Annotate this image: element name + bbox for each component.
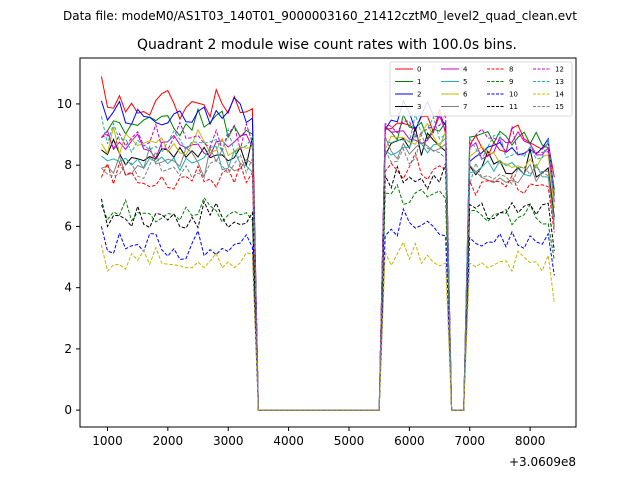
legend-label: 15 xyxy=(555,103,564,111)
legend-label: 11 xyxy=(509,103,518,111)
legend-label: 0 xyxy=(417,66,421,74)
x-tick-label: 6000 xyxy=(394,434,425,448)
y-tick-label: 4 xyxy=(64,281,72,295)
legend-label: 2 xyxy=(417,91,421,99)
series-line-15 xyxy=(101,133,555,411)
legend-label: 13 xyxy=(555,78,564,86)
series-line-8 xyxy=(100,151,555,411)
legend-label: 6 xyxy=(463,91,468,99)
x-tick-label: 4000 xyxy=(273,434,304,448)
series-line-11 xyxy=(100,162,555,411)
legend-label: 1 xyxy=(417,78,421,86)
series-line-7 xyxy=(101,136,555,411)
y-tick-label: 2 xyxy=(64,342,72,356)
x-tick-label: 2000 xyxy=(153,434,184,448)
chart-title: Quadrant 2 module wise count rates with … xyxy=(137,37,517,53)
legend-label: 3 xyxy=(417,103,421,111)
y-tick-label: 10 xyxy=(57,97,72,111)
legend-label: 9 xyxy=(509,78,513,86)
legend-frame xyxy=(389,61,573,117)
legend-label: 12 xyxy=(555,66,564,74)
legend-label: 14 xyxy=(555,91,564,99)
series-line-12 xyxy=(101,113,555,411)
x-axis-offset-label: +3.0609e8 xyxy=(509,455,576,469)
legend-label: 7 xyxy=(463,103,467,111)
series-line-10 xyxy=(100,207,555,411)
y-tick-label: 0 xyxy=(64,403,72,417)
series-line-14 xyxy=(100,240,555,411)
series-line-13 xyxy=(100,112,555,411)
x-tick-label: 8000 xyxy=(515,434,546,448)
x-tick-label: 3000 xyxy=(213,434,244,448)
legend-label: 5 xyxy=(463,78,467,86)
y-axis: 0 2 4 6 8 10 xyxy=(57,97,80,417)
y-tick-label: 6 xyxy=(64,219,72,233)
legend-label: 4 xyxy=(463,66,468,74)
x-axis: 1000 2000 3000 4000 5000 6000 7000 8000 xyxy=(92,427,545,448)
plot-frame xyxy=(79,57,577,428)
x-tick-label: 5000 xyxy=(334,434,365,448)
figure-suptitle: Data file: modeM0/AS1T03_140T01_90000031… xyxy=(63,9,577,23)
legend-label: 10 xyxy=(509,91,518,99)
x-tick-label: 1000 xyxy=(92,434,123,448)
legend-label: 8 xyxy=(509,66,513,74)
series-line-3 xyxy=(101,127,555,411)
series-line-9 xyxy=(100,183,555,411)
series-layer xyxy=(100,76,555,411)
x-tick-label: 7000 xyxy=(454,434,485,448)
y-tick-label: 8 xyxy=(64,158,72,172)
